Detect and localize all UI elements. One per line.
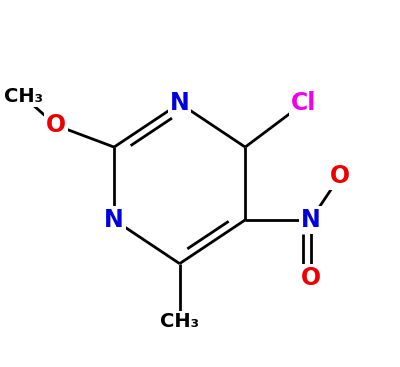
Text: N: N — [301, 208, 321, 232]
Text: O: O — [46, 113, 66, 137]
Text: N: N — [104, 208, 124, 232]
Text: CH₃: CH₃ — [160, 312, 199, 331]
Text: O: O — [330, 164, 350, 188]
Text: O: O — [301, 266, 321, 290]
Text: N: N — [170, 91, 190, 115]
Text: CH₃: CH₃ — [4, 87, 42, 106]
Text: Cl: Cl — [291, 91, 316, 115]
